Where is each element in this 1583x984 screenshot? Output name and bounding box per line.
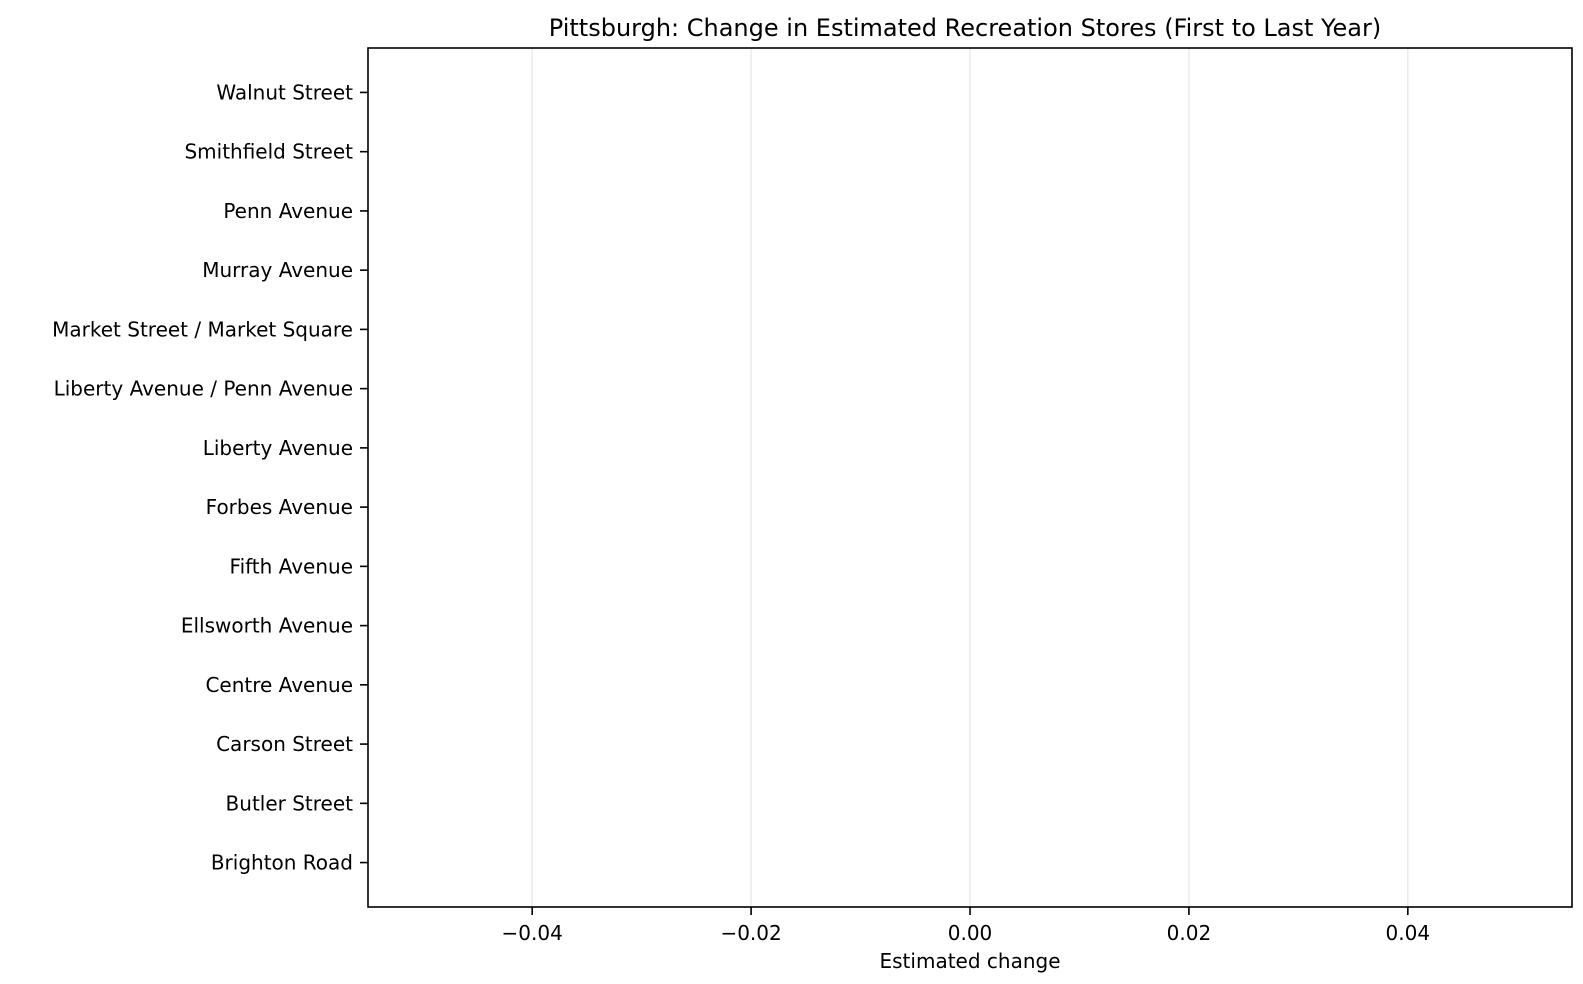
y-tick-label: Walnut Street — [216, 80, 353, 104]
x-tick-label: −0.02 — [720, 921, 781, 945]
y-tick-label: Penn Avenue — [223, 199, 353, 223]
y-tick-label: Centre Avenue — [205, 673, 353, 697]
x-axis-label: Estimated change — [880, 949, 1061, 973]
grid-lines — [531, 48, 1409, 907]
x-tick-label: 0.04 — [1386, 921, 1431, 945]
y-tick-label: Fifth Avenue — [230, 554, 353, 578]
x-tick-label: 0.02 — [1167, 921, 1212, 945]
x-tick-label: 0.00 — [948, 921, 993, 945]
y-tick-label: Liberty Avenue — [203, 436, 353, 460]
y-tick-label: Carson Street — [216, 732, 353, 756]
y-tick-label: Brighton Road — [211, 851, 353, 875]
y-tick-label: Ellsworth Avenue — [181, 614, 353, 638]
x-axis-ticks: −0.04 −0.02 0.00 0.02 0.04 — [502, 907, 1431, 945]
x-tick-label: −0.04 — [502, 921, 563, 945]
y-tick-label: Murray Avenue — [202, 258, 353, 282]
y-tick-label: Forbes Avenue — [206, 495, 353, 519]
y-tick-label: Butler Street — [226, 791, 354, 815]
y-tick-label: Smithfield Street — [184, 140, 353, 164]
y-axis-ticks: Brighton Road Butler Street Carson Street C… — [52, 80, 368, 875]
y-tick-label: Liberty Avenue / Penn Avenue — [54, 377, 353, 401]
y-tick-label: Market Street / Market Square — [52, 317, 353, 341]
chart-title: Pittsburgh: Change in Estimated Recreati… — [549, 14, 1381, 42]
